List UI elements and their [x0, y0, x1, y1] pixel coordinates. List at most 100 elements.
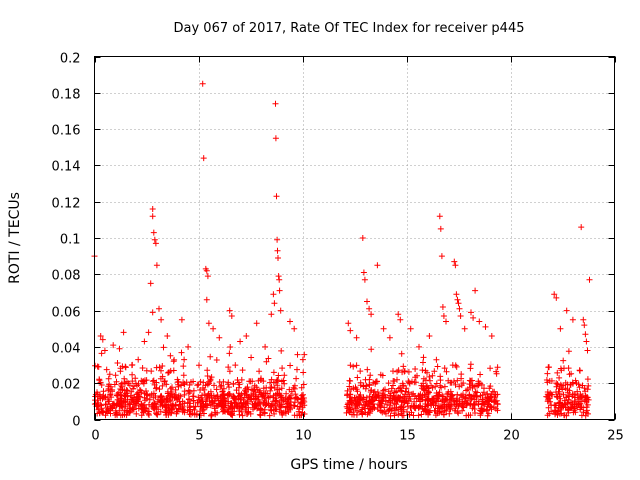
data-point: [368, 311, 375, 318]
data-point: [216, 379, 223, 385]
data-point: [553, 294, 560, 301]
data-point: [161, 378, 168, 385]
data-point: [475, 401, 482, 408]
y-tick-label: 0.16: [52, 124, 81, 139]
data-point: [207, 402, 214, 409]
data-point: [381, 404, 388, 411]
data-point: [256, 411, 263, 418]
data-point: [167, 398, 174, 405]
data-point: [132, 380, 139, 387]
data-point: [584, 401, 591, 408]
data-point: [239, 403, 246, 410]
data-point: [477, 371, 484, 378]
data-point: [445, 377, 452, 384]
data-point: [203, 267, 210, 274]
data-point: [352, 405, 358, 411]
data-points: [91, 80, 593, 419]
y-tick-label: 0.2: [60, 52, 81, 67]
data-point: [226, 350, 233, 357]
data-point: [199, 406, 206, 413]
data-point: [357, 392, 364, 398]
data-point: [374, 262, 381, 269]
data-point: [353, 411, 360, 418]
data-point: [455, 402, 462, 409]
data-point: [565, 348, 572, 355]
data-point: [204, 273, 211, 280]
data-point: [172, 401, 179, 408]
data-point: [268, 311, 275, 318]
data-point: [256, 401, 263, 407]
data-point: [556, 374, 563, 381]
data-point: [379, 395, 385, 402]
data-point: [586, 276, 593, 283]
data-point: [345, 408, 352, 415]
data-point: [420, 354, 427, 361]
data-point: [458, 371, 465, 378]
data-point: [239, 412, 246, 419]
data-point: [118, 392, 125, 399]
data-point: [279, 365, 286, 372]
data-point: [153, 364, 160, 371]
data-point: [439, 393, 446, 400]
data-point: [391, 396, 398, 403]
data-point: [554, 369, 561, 376]
data-point: [397, 394, 404, 401]
data-point: [153, 262, 160, 269]
data-point: [417, 398, 424, 405]
data-point: [276, 386, 282, 393]
data-point: [256, 368, 263, 375]
data-point: [147, 280, 154, 287]
data-point: [222, 402, 229, 409]
x-tick-labels: 0 5 10 15 20 25: [91, 429, 623, 444]
data-point: [293, 375, 300, 382]
data-point: [379, 409, 386, 416]
data-point: [545, 392, 552, 399]
data-point: [481, 385, 487, 392]
data-point: [440, 313, 447, 319]
data-point: [438, 384, 445, 391]
data-point: [565, 365, 572, 372]
data-point: [200, 379, 207, 386]
data-point: [139, 365, 146, 371]
data-point: [233, 400, 240, 407]
data-point: [198, 403, 205, 410]
data-point: [452, 381, 459, 388]
data-point: [105, 398, 112, 405]
data-point: [457, 313, 464, 319]
data-point: [282, 408, 289, 415]
data-point: [153, 403, 160, 410]
data-point: [177, 393, 184, 400]
data-point: [242, 406, 249, 413]
data-point: [362, 376, 369, 383]
data-point: [483, 406, 490, 413]
data-point: [459, 403, 466, 410]
data-point: [367, 389, 374, 395]
data-point: [401, 399, 408, 406]
data-point: [287, 318, 293, 325]
data-point: [451, 407, 458, 414]
data-point: [296, 412, 303, 419]
data-point: [231, 394, 238, 401]
data-point: [420, 359, 426, 366]
data-point: [439, 304, 446, 310]
data-point: [491, 388, 498, 395]
data-point: [195, 381, 202, 388]
data-point: [172, 386, 179, 393]
data-point: [395, 385, 402, 392]
data-point: [101, 347, 108, 354]
x-axis-label: GPS time / hours: [290, 457, 407, 473]
data-point: [421, 387, 428, 394]
data-point: [130, 385, 136, 392]
chart-title: Day 067 of 2017, Rate Of TEC Index for r…: [174, 21, 525, 36]
data-point: [377, 403, 384, 410]
data-point: [301, 411, 308, 417]
data-point: [467, 400, 474, 407]
data-point: [103, 366, 110, 373]
data-point: [395, 367, 402, 374]
data-point: [235, 379, 242, 386]
data-point: [225, 364, 232, 371]
data-point: [432, 383, 439, 390]
data-point: [464, 397, 471, 404]
data-point: [272, 135, 279, 142]
data-point: [226, 368, 233, 375]
